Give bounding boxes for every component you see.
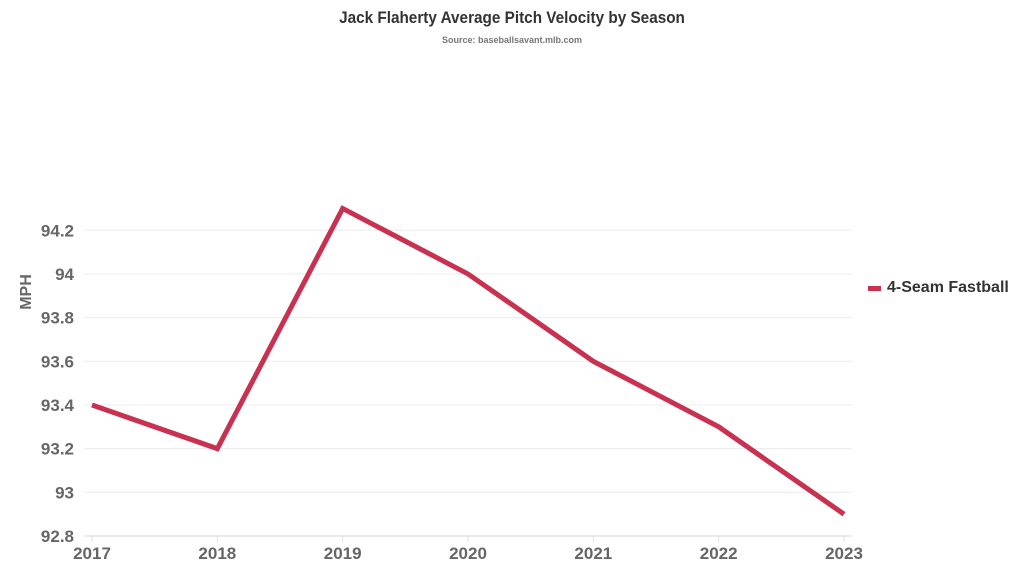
x-tick-label: 2019	[324, 544, 362, 563]
y-axis-label: MPH	[18, 274, 35, 310]
x-tick-label: 2023	[825, 544, 863, 563]
x-tick-label: 2021	[574, 544, 612, 563]
y-tick-label: 93.8	[41, 309, 74, 328]
x-tick-label: 2017	[73, 544, 111, 563]
chart-subtitle: Source: baseballsavant.mlb.com	[441, 35, 583, 45]
y-tick-label: 93	[55, 483, 74, 502]
legend-item[interactable]: 4-Seam Fastball	[868, 279, 1009, 297]
x-tick-label: 2022	[700, 544, 738, 563]
y-tick-label: 94.2	[41, 221, 74, 240]
y-tick-label: 92.8	[41, 527, 74, 546]
x-tick-label: 2020	[449, 544, 487, 563]
y-tick-label: 93.2	[41, 440, 74, 459]
series-line	[91, 205, 846, 517]
chart-title: Jack Flaherty Average Pitch Velocity by …	[339, 8, 685, 27]
y-tick-label: 94	[55, 265, 74, 284]
y-tick-label: 93.6	[41, 352, 74, 371]
legend-label: 4-Seam Fastball	[887, 279, 1009, 296]
legend-swatch	[868, 285, 881, 291]
x-tick-label: 2018	[198, 544, 236, 563]
y-tick-label: 93.4	[41, 396, 75, 415]
